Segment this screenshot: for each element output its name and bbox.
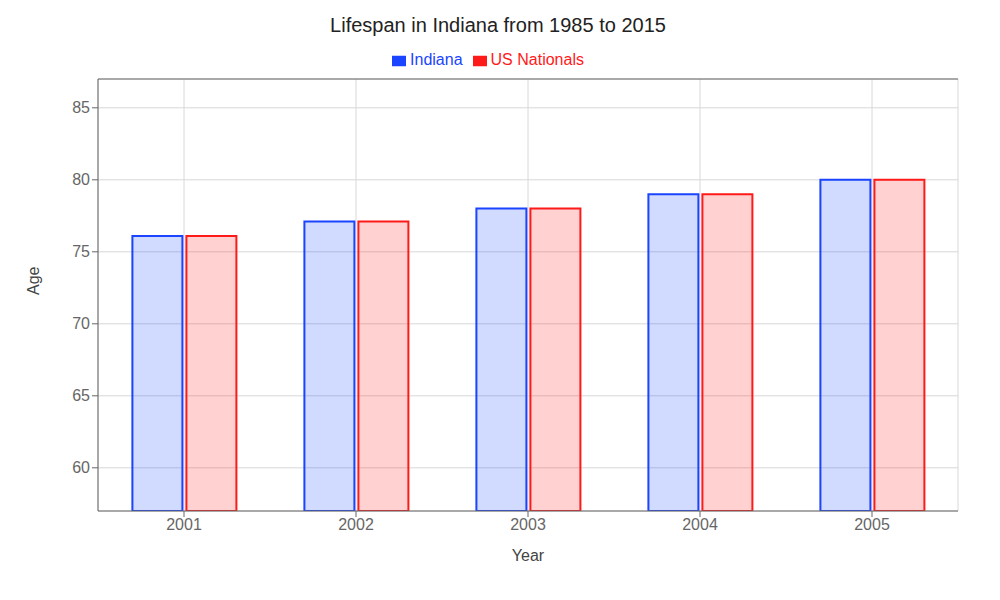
svg-text:2005: 2005 — [854, 516, 890, 533]
svg-text:Age: Age — [25, 266, 42, 295]
html-text:US Nationals: US Nationals — [490, 51, 584, 68]
html-text:Lifespan in Indiana from 1985: Lifespan in Indiana from 1985 to 2015 — [330, 14, 666, 36]
svg-text:2002: 2002 — [338, 516, 374, 533]
svg-text:75: 75 — [72, 243, 90, 260]
svg-text:70: 70 — [72, 315, 90, 332]
html-text:Indiana: Indiana — [410, 51, 463, 68]
svg-text:2004: 2004 — [682, 516, 718, 533]
svg-text:2003: 2003 — [510, 516, 546, 533]
svg-text:85: 85 — [72, 99, 90, 116]
svg-text:Year: Year — [512, 547, 545, 564]
svg-text:60: 60 — [72, 459, 90, 476]
svg-text:2001: 2001 — [166, 516, 202, 533]
svg-text:80: 80 — [72, 171, 90, 188]
svg-text:65: 65 — [72, 387, 90, 404]
